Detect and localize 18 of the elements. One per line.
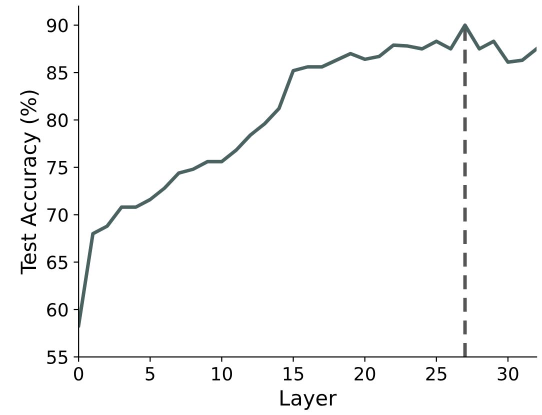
x-axis-title: Layer [280,390,337,410]
y-tick-label: 75 [47,161,68,174]
y-tick-label: 55 [47,350,68,364]
y-tick-label: 65 [47,256,68,270]
x-tick-label: 0 [74,366,84,381]
y-tick-label: 80 [47,113,68,128]
x-tick-label: 30 [498,366,518,381]
y-tick-label: 60 [47,302,68,317]
x-tick-label: 5 [146,367,154,381]
x-tick-label: 25 [426,366,446,381]
y-axis-title: Test Accuracy (%) [20,90,40,274]
y-tick-label: 85 [47,66,68,80]
y-tick-label: 70 [47,208,68,222]
x-tick-label: 20 [354,366,376,381]
x-tick-label: 15 [284,367,304,381]
line-series [78,23,537,328]
y-tick-label: 90 [47,18,68,32]
x-tick-label: 10 [212,366,232,381]
